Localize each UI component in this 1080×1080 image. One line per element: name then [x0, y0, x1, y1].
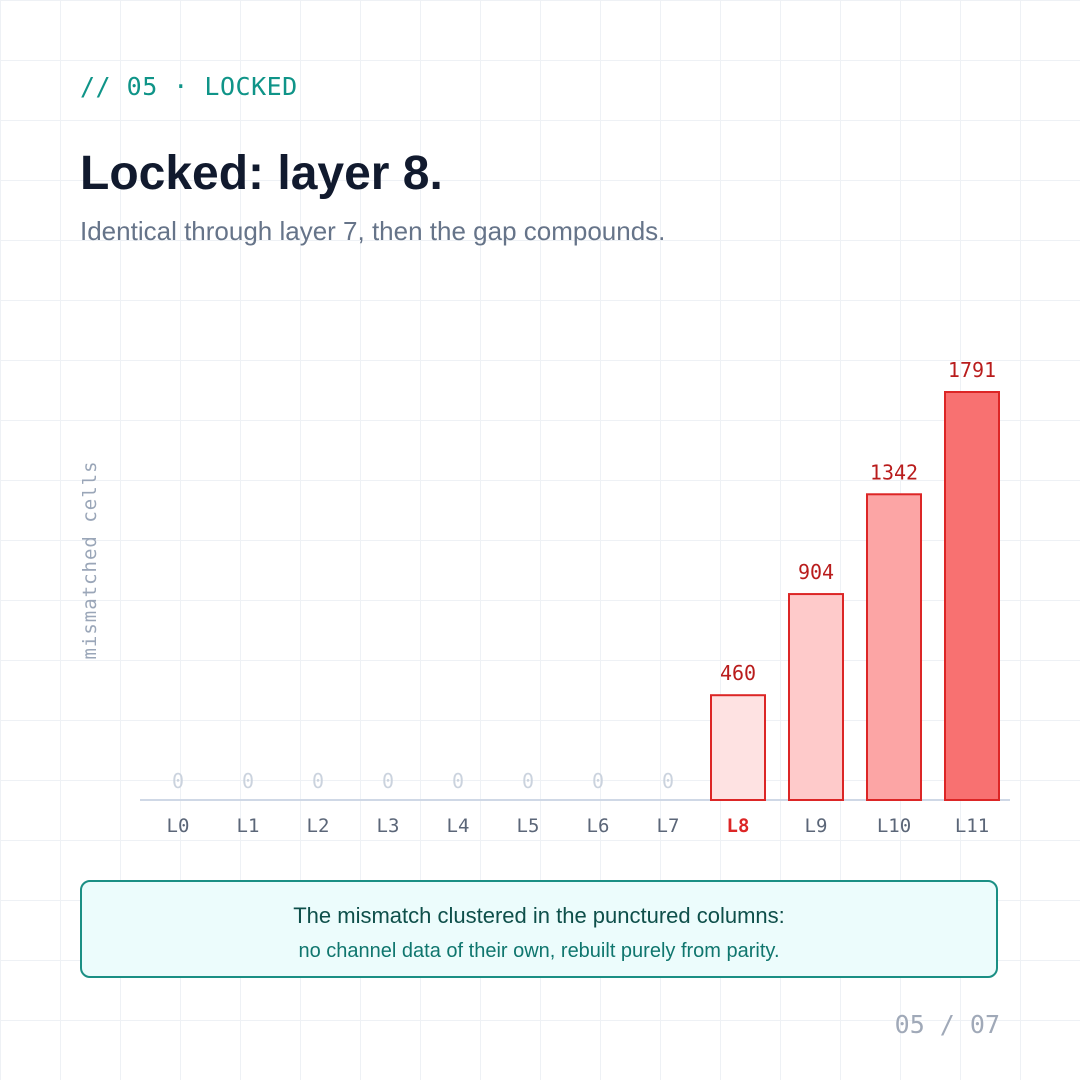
x-tick-label-l6: L6 [587, 815, 610, 837]
value-label-l7: 0 [662, 769, 674, 793]
value-label-l9: 904 [798, 560, 834, 584]
value-label-l10: 1342 [870, 460, 918, 484]
x-tick-label-l0: L0 [167, 815, 190, 837]
callout-headline: The mismatch clustered in the punctured … [293, 903, 785, 928]
value-label-l1: 0 [242, 769, 254, 793]
value-label-l11: 1791 [948, 358, 996, 382]
bar-l8 [710, 694, 766, 801]
value-label-l8: 460 [720, 661, 756, 685]
bar-l9 [788, 593, 844, 802]
x-tick-label-l9: L9 [805, 815, 828, 837]
x-tick-label-l1: L1 [237, 815, 260, 837]
page-title: Locked: layer 8. [80, 147, 443, 200]
value-label-l4: 0 [452, 769, 464, 793]
bar-l11 [944, 391, 1000, 801]
section-kicker: // 05 · LOCKED [80, 72, 298, 101]
x-tick-label-l3: L3 [377, 815, 400, 837]
x-tick-label-l11: L11 [955, 815, 989, 837]
value-label-l5: 0 [522, 769, 534, 793]
x-tick-label-l7: L7 [657, 815, 680, 837]
insight-callout: The mismatch clustered in the punctured … [80, 880, 998, 978]
x-tick-label-l5: L5 [517, 815, 540, 837]
x-tick-label-l10: L10 [877, 815, 911, 837]
x-tick-label-l4: L4 [447, 815, 470, 837]
callout-detail: no channel data of their own, rebuilt pu… [298, 940, 780, 962]
value-label-l6: 0 [592, 769, 604, 793]
bars-group: 0L00L10L20L30L40L50L60L7460L8904L91342L1… [167, 358, 1000, 837]
bar-chart: mismatched cells 0L00L10L20L30L40L50L60L… [79, 358, 1010, 837]
x-tick-label-l8: L8 [727, 815, 750, 837]
page-number: 05 / 07 [894, 1010, 1000, 1039]
x-tick-label-l2: L2 [307, 815, 330, 837]
page-subtitle: Identical through layer 7, then the gap … [80, 216, 666, 246]
bar-l10 [866, 493, 922, 801]
value-label-l0: 0 [172, 769, 184, 793]
value-label-l3: 0 [382, 769, 394, 793]
value-label-l2: 0 [312, 769, 324, 793]
y-axis-label: mismatched cells [79, 460, 101, 659]
